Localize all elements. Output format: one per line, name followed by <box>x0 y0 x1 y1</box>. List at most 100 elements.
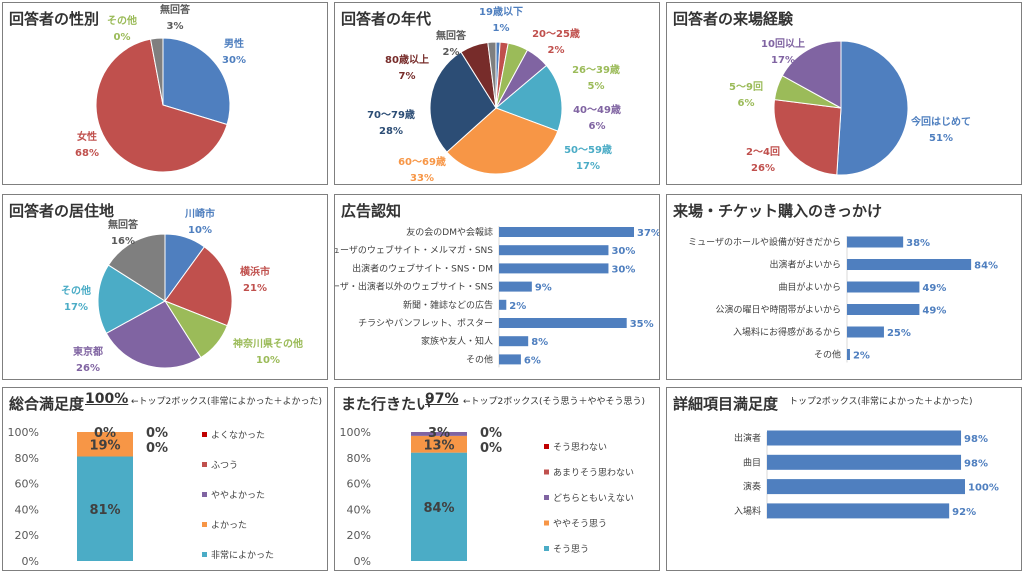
top2-note: ←トップ2ボックス(非常によかった＋よかった) <box>131 397 323 407</box>
category-label: 入場料にお得感があるから <box>733 326 841 338</box>
y-tick-label: 40% <box>347 503 371 516</box>
bar <box>847 281 920 293</box>
stack-segment <box>411 452 467 561</box>
slice-name-label: その他 <box>107 14 137 27</box>
legend-label: そう思わない <box>553 442 607 453</box>
category-label: 公演の曜日や時間帯がよいから <box>715 304 841 316</box>
category-label: その他 <box>814 349 841 361</box>
category-label: チラシやパンフレット、ポスター <box>358 318 493 329</box>
segment-value-label: 84% <box>423 501 454 516</box>
legend-label: あまりそう思わない <box>553 468 634 479</box>
pie-slice <box>105 300 202 369</box>
y-tick-label: 0% <box>22 555 39 568</box>
slice-name-label: 60～69歳 <box>398 155 446 168</box>
slice-name-label: 神奈川県その他 <box>233 337 303 350</box>
bar <box>499 354 521 365</box>
bar <box>847 304 920 315</box>
chart-title: 来場・チケット購入のきっかけ <box>673 202 882 220</box>
y-tick-label: 80% <box>347 452 371 465</box>
category-label: 曲目 <box>743 457 761 468</box>
age-chart-panel: 回答者の年代 19歳以下 1% 20～25歳 2% 26～39歳 5% 40～49歳 6% 50… <box>334 2 660 185</box>
y-tick-label: 80% <box>15 452 39 465</box>
slice-name-label: 70～79歳 <box>367 108 415 121</box>
y-tick-label: 60% <box>15 478 39 491</box>
slice-value-label: 3% <box>167 21 184 32</box>
y-tick-label: 0% <box>354 555 371 568</box>
slice-value-label: 17% <box>576 161 600 172</box>
category-label: 新聞・雑誌などの広告 <box>403 299 493 311</box>
stack-segment <box>411 432 467 436</box>
y-tick-label: 20% <box>347 529 371 542</box>
category-label: 入場料 <box>734 505 761 517</box>
slice-name-label: 26～39歳 <box>572 63 620 76</box>
slice-value-label: 21% <box>243 283 267 294</box>
age-pie-chart: 19歳以下 1% 20～25歳 2% 26～39歳 5% 40～49歳 6% 50～59歳 17%… <box>367 5 621 184</box>
chart-title: 詳細項目満足度 <box>673 395 779 413</box>
slice-name-label: 川崎市 <box>184 207 215 220</box>
segment-value-label: 19% <box>89 438 120 453</box>
slice-value-label: 0% <box>114 32 131 43</box>
value-label: 100% <box>968 483 999 494</box>
bar <box>499 227 634 237</box>
slice-name-label: その他 <box>61 284 91 297</box>
bar <box>847 259 972 270</box>
slice-value-label: 2% <box>548 45 565 56</box>
category-label: ミューザのホールや設備が好きだから <box>688 236 841 248</box>
value-label: 98% <box>964 434 988 445</box>
slice-value-label: 33% <box>410 173 434 184</box>
value-label: 2% <box>509 301 526 312</box>
bar <box>767 479 965 495</box>
pie-slice <box>495 64 563 132</box>
top2-value: 100% <box>85 391 129 407</box>
residence-pie-chart: 川崎市 10% 横浜市 21% 神奈川県その他 10% 東京都 26% その他 17% 無回答 16% <box>61 207 303 374</box>
bar <box>499 245 609 256</box>
y-tick-label: 100% <box>340 426 371 439</box>
again-stacked-chart: 100%80%60%40%20%0%84%13%3%0%0%そう思わないあまりそ… <box>340 426 634 568</box>
segment-value-label: 13% <box>423 438 454 453</box>
trigger-bar-chart: ミューザのホールや設備が好きだから 38% 出演者がよいから 84% 曲目がよいから 49… <box>688 236 998 363</box>
slice-value-label: 16% <box>111 236 135 247</box>
pie-slice <box>487 41 497 109</box>
chart-title: 広告認知 <box>341 202 402 220</box>
bar <box>499 318 627 328</box>
legend-label: 非常によかった <box>211 549 274 561</box>
slice-value-label: 7% <box>399 71 416 82</box>
slice-name-label: 今回はじめて <box>910 115 971 128</box>
category-label: 出演者 <box>734 432 761 444</box>
value-label: 25% <box>887 328 911 339</box>
bar <box>499 281 532 292</box>
value-label: 30% <box>611 264 635 275</box>
slice-name-label: 19歳以下 <box>479 5 523 18</box>
gender-chart-panel: 回答者の性別 男性 30% 女性 68% その他 0% 無回答 3% <box>2 2 328 185</box>
top2-value: 97% <box>425 391 459 407</box>
value-label: 84% <box>974 261 998 272</box>
slice-name-label: 40～49歳 <box>573 103 621 116</box>
top2-note: ←トップ2ボックス(そう思う＋ややそう思う) <box>463 397 646 407</box>
y-tick-label: 20% <box>15 529 39 542</box>
slice-value-label: 28% <box>379 126 403 137</box>
legend-swatch <box>202 462 207 467</box>
legend-swatch <box>544 469 549 475</box>
bar <box>847 326 884 338</box>
category-label: その他 <box>466 353 493 365</box>
slice-name-label: 50～59歳 <box>564 143 612 156</box>
slice-name-label: 5～9回 <box>729 81 763 93</box>
legend-label: どちらともいえない <box>553 493 634 504</box>
slice-name-label: 男性 <box>224 37 244 50</box>
chart-title: 総合満足度 <box>9 395 85 413</box>
slice-value-label: 26% <box>76 363 100 374</box>
slice-value-label: 17% <box>771 55 795 66</box>
bar <box>499 263 609 274</box>
legend-swatch <box>544 546 549 551</box>
chart-title: 回答者の居住地 <box>9 202 115 220</box>
value-label: 6% <box>524 355 541 366</box>
category-label: 演奏 <box>743 481 761 493</box>
segment-value-label: 81% <box>89 503 120 518</box>
slice-value-label: 30% <box>222 55 246 66</box>
value-label: 98% <box>964 458 988 469</box>
segment-value-label: 0% <box>480 426 502 441</box>
visits-pie-chart: 今回はじめて 51% 2～4回 26% 5～9回 6% 10回以上 17% <box>729 37 971 176</box>
segment-value-label: 0% <box>146 426 168 441</box>
residence-chart-panel: 回答者の居住地 川崎市 10% 横浜市 21% 神奈川県その他 10% 東京都 26% その他 1… <box>2 194 328 380</box>
segment-value-label: 3% <box>428 426 450 441</box>
